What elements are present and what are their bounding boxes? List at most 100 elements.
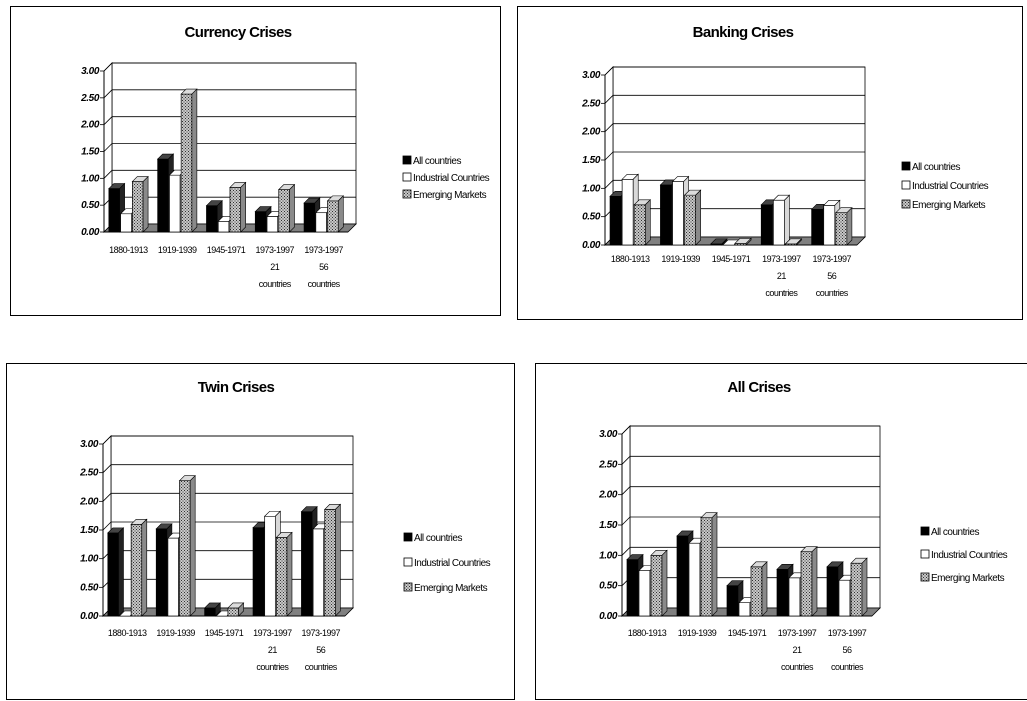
y-tick-label: 2.50 [581,98,601,109]
x-tick-label: 1973-1997 [828,628,867,638]
chart-twin-crises: Twin Crises 0.00 0.50 1.00 1.50 2.00 2.50 3.00 1… [79,379,491,672]
y-tick-label: 3.00 [582,70,601,81]
bar-side-emerging [240,181,246,233]
x-tick-label: 1880-1913 [611,254,650,264]
x-tick-label: countries [765,288,798,298]
x-tick-label: 21 [777,271,787,281]
bar-side-emerging [238,602,244,617]
chart-panel-banking: Banking Crises 0.00 0.50 1.00 1.50 2.00 2.50 3.… [517,6,1023,320]
bar-side-emerging [645,199,651,246]
bar-side-emerging [846,206,853,246]
bar-emerging [835,212,848,246]
bar-side-emerging [335,503,341,617]
bar-industrial [167,537,179,617]
bar-side-emerging [711,511,718,617]
bar-all [660,184,672,246]
bar-side-emerging [796,238,802,246]
legend-swatch-all [920,526,930,536]
bar-all [206,205,218,233]
bar-industrial [638,570,651,617]
gridline-side [102,521,112,531]
x-tick-label: 1880-1913 [628,628,667,638]
bar-all [204,607,216,617]
y-tick-label: 0.50 [599,581,618,592]
legend-label-emerging: Emerging Markets [414,583,488,594]
legend-label-industrial: Industrial Countries [912,181,989,192]
y-tick-label: 3.00 [599,429,618,440]
legend-label-emerging: Emerging Markets [931,573,1005,584]
bar-all [252,527,265,617]
bar-emerging [650,554,663,617]
legend-swatch-all [402,155,412,165]
bar-all [107,532,119,617]
x-tick-label: 21 [268,645,278,655]
bar-emerging [227,607,239,617]
chart-panel-currency: Currency Crises 0.00 0.50 1.00 1.50 2.00 2.50 3… [10,6,501,316]
bar-industrial [312,528,325,617]
legend-swatch-all [403,532,413,542]
x-tick-label: countries [256,662,289,672]
bar-industrial [120,213,132,233]
bar-industrial [217,220,230,233]
bar-side-emerging [761,561,768,617]
x-tick-label: 56 [827,271,837,281]
gridline-side [103,143,113,152]
chart-title: Twin Crises [198,379,275,396]
x-tick-label: 1973-1997 [253,628,292,638]
x-tick-label: 21 [792,645,802,655]
chart-title: All Crises [727,379,790,396]
chart-title: Banking Crises [693,24,794,41]
x-tick-label: 1945-1971 [728,628,767,638]
y-tick-label: 1.50 [599,520,618,531]
bar-emerging [179,480,191,617]
bar-side-emerging [191,88,198,233]
legend-label-industrial: Industrial Countries [931,550,1008,561]
x-tick-label: 1973-1997 [778,628,817,638]
bar-emerging [180,93,193,233]
gridline-side [604,180,614,189]
bar-all [155,528,168,617]
chart-banking-crises: Banking Crises 0.00 0.50 1.00 1.50 2.00 2.50 3.… [581,24,989,298]
gridline-side [621,547,631,556]
legend-label-industrial: Industrial Countries [413,173,490,184]
bar-industrial [788,577,801,617]
y-tick-label: 0.00 [599,611,618,622]
chart-title: Currency Crises [185,24,292,41]
bar-emerging [130,523,143,617]
x-tick-label: 1919-1939 [661,254,700,264]
bar-side-industrial [784,194,790,246]
x-tick-label: countries [308,279,341,289]
bar-side-emerging [661,549,668,617]
bar-emerging [700,517,713,617]
bar-all [303,202,316,233]
x-tick-label: 21 [270,262,280,272]
bar-side-emerging [142,175,149,233]
gridline-side [604,151,614,161]
y-tick-label: 0.50 [80,582,99,593]
bar-side-all [118,527,124,617]
chart-panel-twin: Twin Crises 0.00 0.50 1.00 1.50 2.00 2.50 3.00 1… [6,363,515,700]
x-tick-label: countries [831,662,864,672]
gridline-side [621,516,631,526]
bar-emerging [684,194,697,246]
x-tick-label: 1973-1997 [813,254,852,264]
y-tick-label: 1.50 [81,147,100,158]
chart-panel-all: All Crises 0.00 0.50 1.00 1.50 2.00 2.50 3.00 18… [535,363,1027,700]
x-tick-label: countries [305,662,338,672]
bar-emerging [324,509,336,617]
x-tick-label: 56 [316,645,326,655]
y-tick-label: 2.50 [598,459,618,470]
legend-label-emerging: Emerging Markets [912,200,986,211]
legend-label-all: All countries [414,533,462,544]
x-tick-label: 1880-1913 [108,628,147,638]
x-tick-label: 56 [842,645,852,655]
legend-swatch-industrial [402,172,412,182]
x-tick-label: 1880-1913 [109,245,148,255]
gridline-side [103,116,113,125]
bar-industrial [621,178,634,246]
legend-label-emerging: Emerging Markets [413,190,487,201]
bar-side-emerging [141,518,148,617]
x-tick-label: countries [816,288,849,298]
x-tick-label: countries [259,279,292,289]
gridline-side [604,66,614,76]
